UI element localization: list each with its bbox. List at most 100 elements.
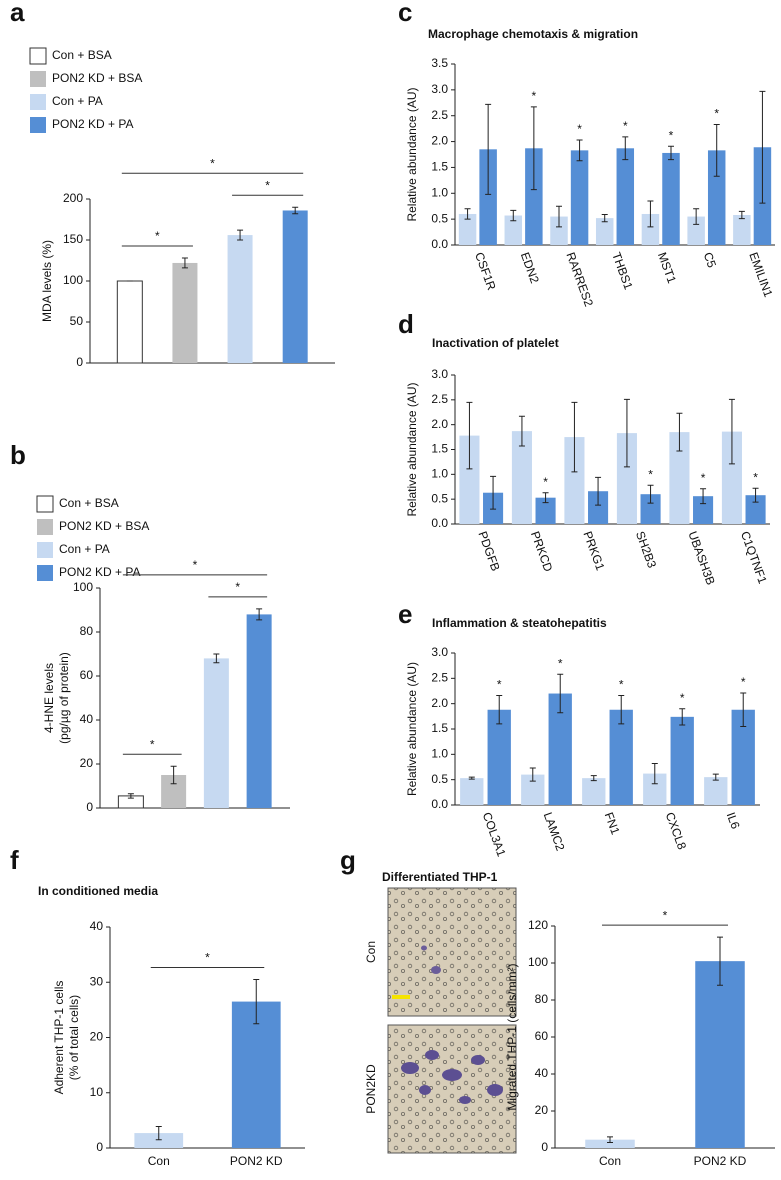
micrograph-pon2kd — [387, 1024, 517, 1154]
error-bar — [542, 492, 549, 504]
y-tick-label: 0 — [76, 355, 83, 369]
bar — [731, 709, 755, 805]
error-bar — [530, 106, 537, 191]
bar — [231, 1001, 281, 1148]
error-bar — [490, 475, 497, 510]
x-tick-label: PDGFB — [475, 529, 502, 573]
legend-swatch — [37, 542, 53, 558]
legend-label: PON2 KD + PA — [52, 117, 133, 131]
y-tick-label: 1.0 — [431, 747, 448, 761]
bar — [511, 431, 532, 524]
error-bar — [496, 695, 503, 725]
significance-star: * — [543, 475, 548, 489]
y-tick-label: 120 — [528, 918, 548, 932]
panel-label: g — [340, 845, 356, 875]
bar — [282, 210, 308, 363]
error-bar — [713, 124, 720, 177]
legend-swatch — [36, 495, 54, 513]
error-bar — [256, 608, 263, 621]
bar — [670, 716, 694, 805]
bar — [662, 152, 680, 245]
legend-swatch — [29, 47, 47, 65]
y-tick-label: 0.5 — [431, 491, 448, 505]
y-axis-label: MDA levels (%) — [40, 240, 54, 322]
error-bar — [590, 775, 597, 782]
y-tick-label: 0.0 — [431, 516, 448, 530]
x-tick-label: C5 — [701, 250, 720, 270]
image-title: Differentiated THP-1 — [382, 870, 498, 884]
error-bar — [728, 398, 735, 465]
legend-label: Con + BSA — [52, 48, 112, 62]
error-bar — [717, 936, 723, 986]
significance-star: * — [497, 678, 502, 692]
y-tick-label: 0.5 — [431, 211, 448, 225]
error-bar — [623, 398, 630, 468]
significance-star: * — [680, 691, 685, 705]
y-tick-label: 1.0 — [431, 467, 448, 481]
y-tick-label: 50 — [70, 314, 84, 328]
panel-label: d — [398, 309, 414, 339]
error-bar — [759, 90, 766, 204]
bar — [640, 494, 661, 524]
y-tick-label: 3.0 — [431, 367, 448, 381]
x-tick-label: PRKG1 — [580, 529, 607, 572]
error-bar — [752, 487, 759, 503]
bar — [227, 235, 253, 363]
bar — [733, 215, 751, 245]
error-bar — [510, 209, 517, 222]
y-axis-label: Relative abundance (AU) — [405, 662, 419, 796]
y-tick-label: 20 — [80, 756, 94, 770]
error-bar — [468, 776, 475, 780]
significance-star: * — [669, 128, 674, 142]
error-bar — [466, 401, 473, 470]
y-tick-label: 100 — [528, 955, 548, 969]
chart-title: Inactivation of platelet — [432, 336, 559, 350]
significance-star: * — [235, 580, 240, 594]
bar — [116, 280, 143, 364]
x-tick-label: COL3A1 — [480, 810, 509, 858]
significance-star: * — [193, 558, 198, 572]
chart-title: Inflammation & steatohepatitis — [432, 616, 607, 630]
y-axis-label: Relative abundance (AU) — [405, 87, 419, 221]
x-tick-label: PON2 KD — [230, 1154, 283, 1168]
x-tick-label: Con — [599, 1154, 621, 1168]
y-tick-label: 200 — [63, 191, 83, 205]
y-tick-label: 2.5 — [431, 392, 448, 406]
bar — [745, 495, 766, 524]
legend-label: PON2 KD + BSA — [52, 71, 142, 85]
y-tick-label: 40 — [535, 1066, 549, 1080]
y-tick-label: 30 — [90, 974, 104, 988]
bar — [134, 1133, 184, 1148]
error-bar — [601, 213, 608, 223]
error-bar — [712, 773, 719, 781]
x-tick-label: MST1 — [655, 250, 679, 285]
bar — [643, 773, 667, 805]
x-tick-label: UBASH3B — [685, 529, 717, 586]
x-tick-label: CSF1R — [472, 250, 499, 292]
x-tick-label: LAMC2 — [541, 810, 568, 853]
y-tick-label: 3.0 — [431, 645, 448, 659]
bar — [693, 496, 714, 524]
error-bar — [647, 200, 654, 228]
bar — [564, 437, 585, 524]
bar — [570, 150, 589, 245]
error-bar — [170, 765, 177, 785]
error-bar — [529, 767, 536, 782]
y-tick-label: 0 — [86, 800, 93, 814]
error-bar — [127, 793, 134, 799]
x-tick-label: Con — [148, 1154, 170, 1168]
panel-label: c — [398, 0, 412, 27]
error-bar — [679, 708, 686, 726]
bar — [479, 149, 497, 245]
bar — [595, 218, 614, 245]
significance-star: * — [714, 107, 719, 121]
error-bar — [253, 978, 260, 1025]
legend-label: Con + BSA — [59, 496, 119, 510]
significance-star: * — [558, 656, 563, 670]
chart-title: In conditioned media — [38, 884, 158, 898]
y-tick-label: 100 — [63, 273, 83, 287]
bar — [548, 693, 572, 805]
x-tick-label: PON2 KD — [694, 1154, 747, 1168]
panel-label: e — [398, 599, 412, 629]
y-tick-label: 80 — [535, 992, 549, 1006]
